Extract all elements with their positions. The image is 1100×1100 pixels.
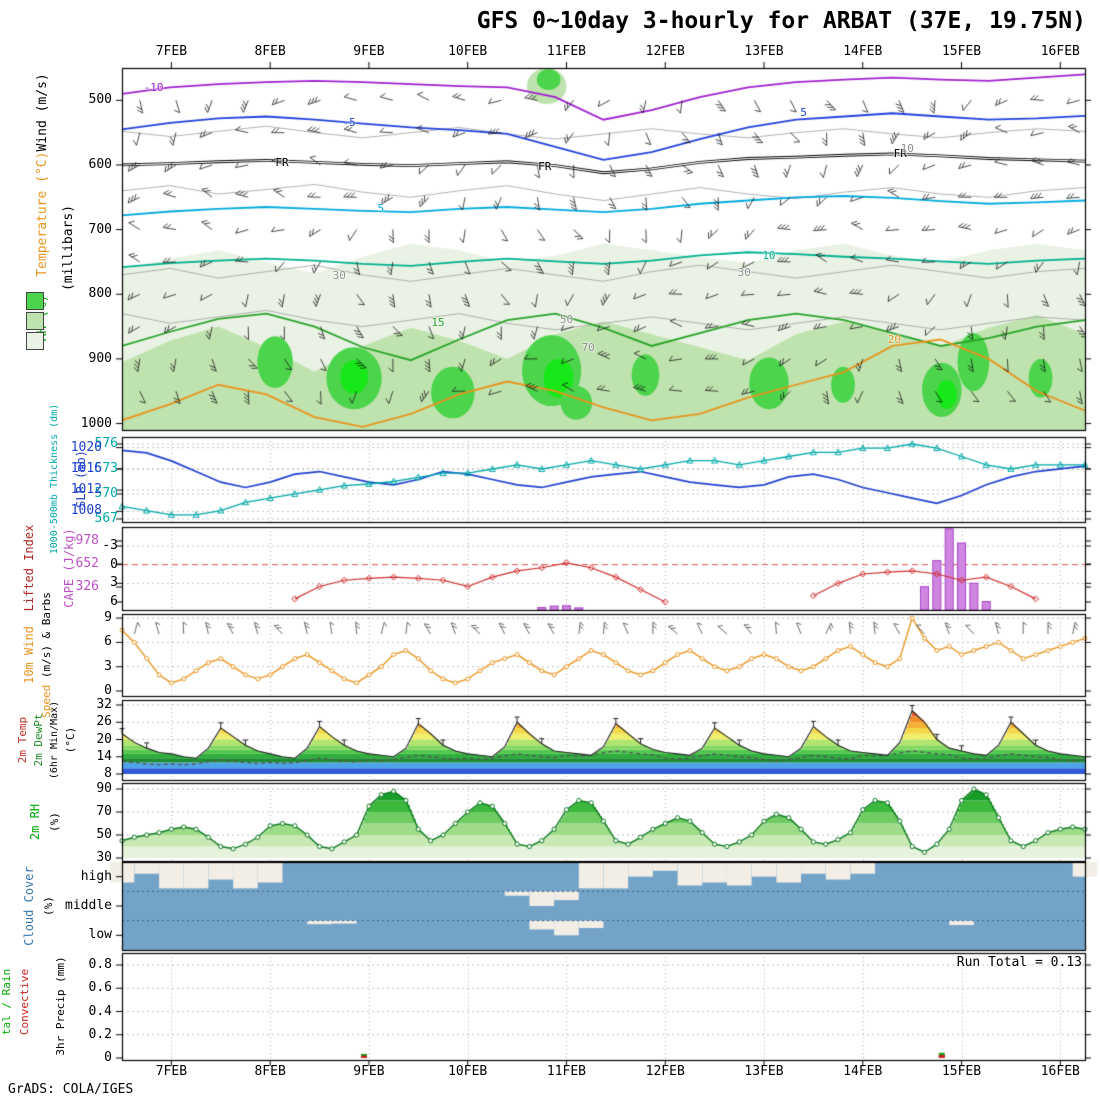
chart-title: GFS 0~10day 3-hourly for ARBAT (37E, 19.… xyxy=(476,8,1086,34)
grads-footer: GrADS: COLA/IGES xyxy=(8,1082,134,1097)
run-total-label: Run Total = 0.13 xyxy=(956,955,1082,970)
